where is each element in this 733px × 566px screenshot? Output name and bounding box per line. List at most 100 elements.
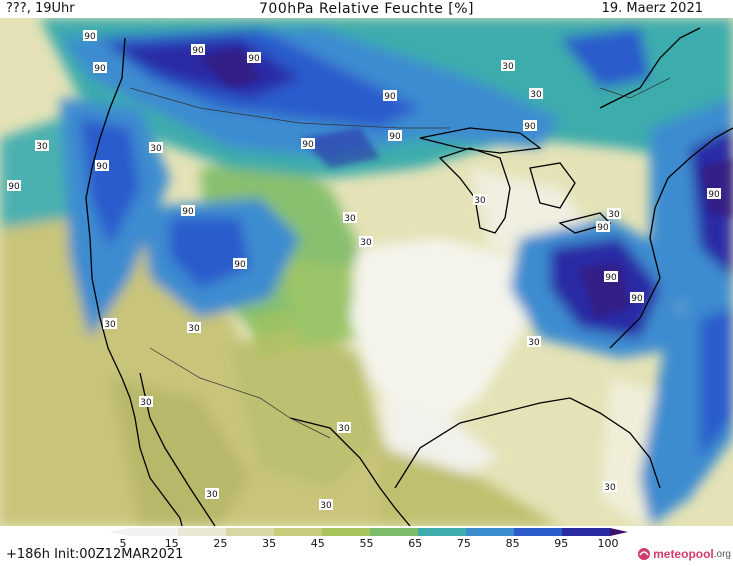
contour-label: 90	[523, 120, 537, 132]
svg-text:90: 90	[631, 294, 643, 304]
valid-time-label: ???, 19Uhr	[6, 1, 75, 16]
svg-text:30: 30	[188, 324, 200, 334]
borders	[129, 77, 671, 439]
lake-michigan	[438, 147, 511, 234]
contour-label: 30	[607, 208, 621, 220]
svg-text:30: 30	[320, 501, 332, 511]
lake-superior	[419, 127, 542, 154]
svg-text:30: 30	[140, 398, 152, 408]
svg-text:30: 30	[206, 490, 218, 500]
svg-text:30: 30	[344, 214, 356, 224]
svg-text:30: 30	[36, 142, 48, 152]
colorbar-tick-label: 55	[360, 537, 374, 548]
colorbar-segment	[370, 528, 419, 536]
colorbar-tick-label: 75	[457, 537, 471, 548]
contour-label: 90	[630, 292, 644, 304]
contour-label: 30	[103, 318, 117, 330]
contour-label: 30	[337, 422, 351, 434]
colorbar-tick-label: 45	[311, 537, 325, 548]
colorbar-segment	[130, 528, 179, 536]
svg-text:30: 30	[502, 62, 514, 72]
lake-huron	[529, 162, 576, 209]
contour-label: 30	[205, 488, 219, 500]
contour-label: 90	[388, 130, 402, 142]
logo-icon	[638, 548, 651, 560]
humidity-map: 90 90 90 90 30 90 30 90 90 90 30 30 90 9…	[0, 18, 733, 526]
contour-label: 90	[383, 90, 397, 102]
colorbar-tick-label: 15	[165, 537, 179, 548]
svg-text:90: 90	[302, 140, 314, 150]
contour-labels: 90 90 90 90 30 90 30 90 90 90 30 30 90 9…	[7, 30, 721, 511]
svg-text:90: 90	[96, 162, 108, 172]
svg-text:90: 90	[84, 32, 96, 42]
colorbar-tick-label: 95	[554, 537, 568, 548]
logo-text: meteopool	[653, 547, 714, 561]
canada-east-coast	[599, 27, 701, 109]
mexico-east-coast	[289, 417, 411, 526]
contour-label: 30	[473, 194, 487, 206]
contour-label: 30	[187, 322, 201, 334]
colorbar-tick-label: 5	[120, 537, 127, 548]
svg-text:90: 90	[708, 190, 720, 200]
contour-label: 90	[191, 44, 205, 56]
contour-label: 30	[359, 236, 373, 248]
contour-label: 30	[319, 499, 333, 511]
colorbar-arrow-left	[108, 528, 130, 536]
colorbar-segment	[562, 528, 611, 536]
svg-text:90: 90	[597, 223, 609, 233]
contour-label: 90	[596, 221, 610, 233]
svg-text:30: 30	[104, 320, 116, 330]
logo-suffix: .org	[713, 548, 731, 560]
contour-label: 30	[139, 396, 153, 408]
coastlines	[85, 27, 733, 526]
colorbar-tick-label: 65	[408, 537, 422, 548]
svg-text:30: 30	[528, 338, 540, 348]
contour-label: 30	[501, 60, 515, 72]
contour-label: 30	[35, 140, 49, 152]
svg-text:90: 90	[389, 132, 401, 142]
us-mexico-border	[149, 347, 331, 439]
svg-text:90: 90	[524, 122, 536, 132]
colorbar-tick-label: 100	[598, 537, 619, 548]
svg-text:30: 30	[338, 424, 350, 434]
colorbar-segment	[418, 528, 467, 536]
svg-text:90: 90	[94, 64, 106, 74]
svg-text:30: 30	[474, 196, 486, 206]
svg-text:30: 30	[360, 238, 372, 248]
contour-label: 90	[247, 52, 261, 64]
colorbar-tick-label: 35	[262, 537, 276, 548]
svg-text:90: 90	[248, 54, 260, 64]
svg-text:90: 90	[234, 260, 246, 270]
svg-text:90: 90	[384, 92, 396, 102]
colorbar-tick-label: 85	[506, 537, 520, 548]
svg-text:90: 90	[192, 46, 204, 56]
svg-text:30: 30	[150, 144, 162, 154]
contour-label: 90	[181, 205, 195, 217]
west-coastline	[85, 37, 183, 526]
colorbar-arrow-right	[610, 528, 628, 536]
meteopool-logo[interactable]: meteopool .org	[637, 546, 731, 562]
init-time-label: +186h Init:00Z12MAR2021	[6, 547, 184, 562]
contour-label: 30	[343, 212, 357, 224]
canada-us-border	[129, 87, 450, 129]
contour-label: 90	[7, 180, 21, 192]
contour-label: 90	[604, 271, 618, 283]
map-title: 700hPa Relative Feuchte [%]	[259, 1, 474, 17]
contour-label: 30	[527, 336, 541, 348]
colorbar-segment	[178, 528, 227, 536]
gulf-coast	[394, 397, 661, 489]
colorbar-segment	[514, 528, 563, 536]
east-border	[599, 77, 671, 99]
valid-date-label: 19. Maerz 2021	[601, 1, 703, 16]
east-coastline	[609, 127, 733, 349]
contour-label: 90	[301, 138, 315, 150]
contour-label: 30	[529, 88, 543, 100]
contour-label: 90	[707, 188, 721, 200]
svg-text:30: 30	[604, 483, 616, 493]
colorbar-segment	[274, 528, 323, 536]
svg-text:30: 30	[530, 90, 542, 100]
colorbar-tick-label: 25	[213, 537, 227, 548]
colorbar-segment	[322, 528, 371, 536]
colorbar-segment	[466, 528, 515, 536]
svg-text:30: 30	[608, 210, 620, 220]
